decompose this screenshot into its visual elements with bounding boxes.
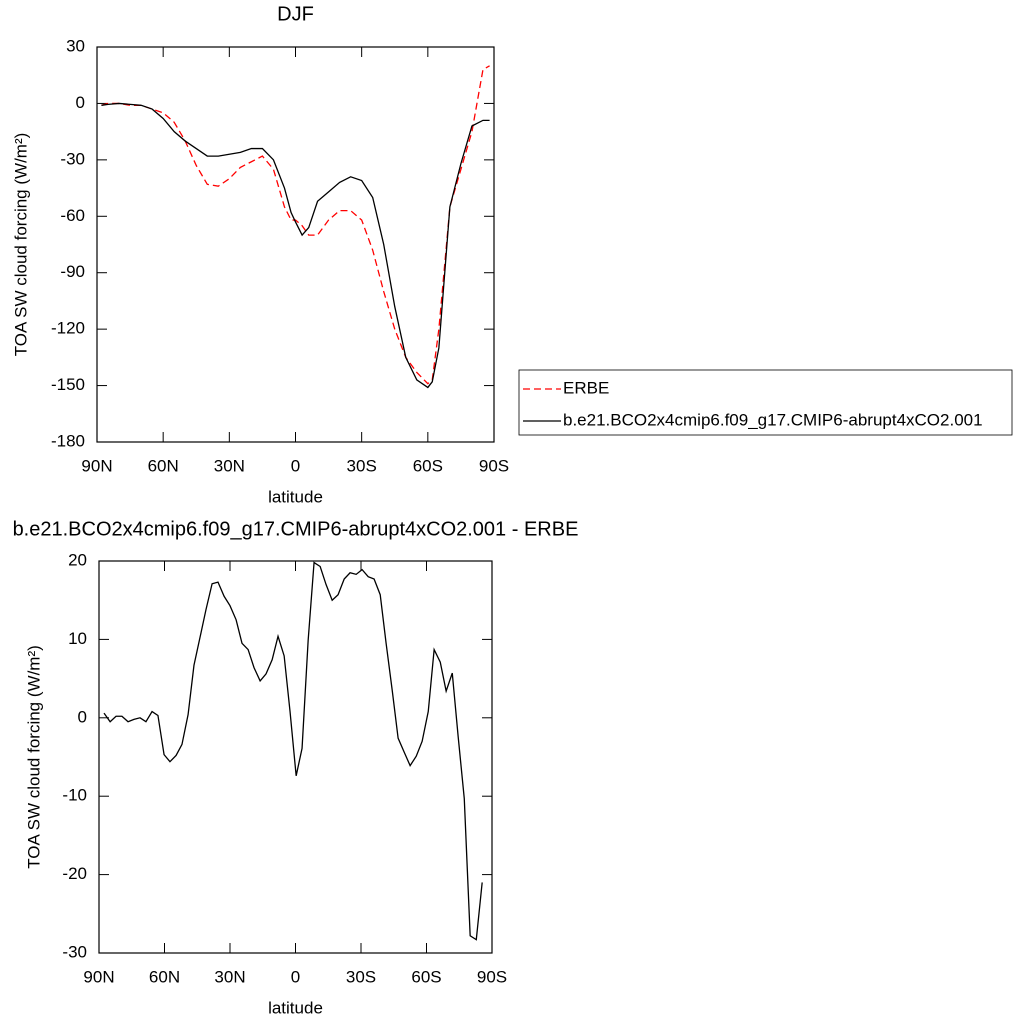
y-tick-label: 30 — [66, 36, 85, 55]
y-tick-label: -90 — [60, 262, 85, 281]
y-axis-label: TOA SW cloud forcing (W/m²) — [11, 133, 30, 357]
data-line — [101, 65, 490, 385]
x-tick-label: 30N — [214, 967, 245, 986]
x-tick-label: 0 — [291, 967, 300, 986]
x-tick-label: 90N — [81, 456, 112, 475]
y-tick-label: -120 — [51, 319, 85, 338]
x-tick-label: 60N — [148, 456, 179, 475]
legend-box — [518, 369, 1013, 436]
y-tick-label: -20 — [62, 864, 87, 883]
y-tick-label: -30 — [60, 149, 85, 168]
legend-label: ERBE — [563, 378, 609, 397]
x-tick-label: 30N — [214, 456, 245, 475]
x-tick-label: 90S — [479, 456, 509, 475]
data-line — [101, 102, 490, 389]
y-axis-label: TOA SW cloud forcing (W/m²) — [24, 645, 43, 869]
chart-title: b.e21.BCO2x4cmip6.f09_g17.CMIP6-abrupt4x… — [13, 518, 579, 540]
x-tick-label: 0 — [291, 456, 300, 475]
y-tick-label: -180 — [51, 431, 85, 450]
data-line — [103, 561, 483, 941]
plot-frame — [96, 46, 495, 443]
y-tick-label: -60 — [60, 206, 85, 225]
y-tick-label: 20 — [68, 550, 87, 569]
x-tick-label: 90N — [83, 967, 114, 986]
x-tick-label: 60N — [149, 967, 180, 986]
chart-title: DJF — [277, 3, 314, 25]
x-tick-label: 30S — [346, 967, 376, 986]
plot-frame — [98, 560, 493, 954]
x-tick-label: 60S — [413, 456, 443, 475]
x-tick-label: 30S — [347, 456, 377, 475]
y-tick-label: 0 — [76, 93, 85, 112]
x-tick-label: 60S — [411, 967, 441, 986]
x-axis-label: latitude — [268, 998, 323, 1017]
y-tick-label: 10 — [68, 629, 87, 648]
y-tick-label: 0 — [78, 707, 87, 726]
x-tick-label: 90S — [477, 967, 507, 986]
y-tick-label: -150 — [51, 375, 85, 394]
legend-label: b.e21.BCO2x4cmip6.f09_g17.CMIP6-abrupt4x… — [563, 410, 983, 429]
x-axis-label: latitude — [268, 487, 323, 506]
y-tick-label: -10 — [62, 786, 87, 805]
y-tick-label: -30 — [62, 942, 87, 961]
